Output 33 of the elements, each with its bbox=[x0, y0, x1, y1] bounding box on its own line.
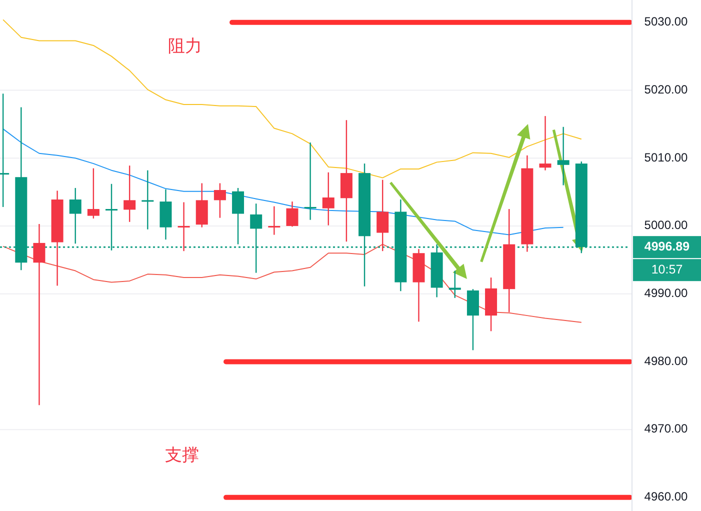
y-tick-label: 5030.00 bbox=[644, 14, 688, 29]
candlestick bbox=[322, 172, 334, 226]
candlestick bbox=[106, 183, 118, 252]
candlestick bbox=[178, 202, 190, 252]
candlestick bbox=[376, 179, 389, 252]
y-tick-label: 4990.00 bbox=[644, 286, 688, 300]
candlestick bbox=[69, 187, 82, 244]
candlestick bbox=[268, 206, 280, 236]
candlestick bbox=[142, 170, 154, 230]
candlestick bbox=[33, 223, 46, 406]
annotation: 支撑 bbox=[165, 445, 199, 464]
y-tick-label: 4970.00 bbox=[644, 422, 688, 436]
y-tick-label: 4980.00 bbox=[644, 354, 688, 368]
candlestick bbox=[539, 115, 552, 171]
candlestick bbox=[304, 142, 316, 220]
candlestick bbox=[124, 164, 136, 223]
line-series bbox=[2, 128, 564, 236]
y-tick-label: 5020.00 bbox=[644, 82, 688, 96]
y-tick-label: 5010.00 bbox=[644, 150, 688, 164]
y-tick-label: 4960.00 bbox=[644, 490, 688, 504]
line-series bbox=[2, 244, 582, 323]
ref-line-label: 4996.89 bbox=[644, 239, 690, 254]
candlestick bbox=[250, 202, 262, 274]
candlestick bbox=[214, 182, 226, 218]
candlestick bbox=[286, 200, 298, 228]
candlestick bbox=[87, 168, 100, 220]
candlestick bbox=[232, 187, 244, 245]
line-series bbox=[2, 19, 582, 178]
text: 10:57 bbox=[651, 262, 683, 276]
y-tick-label: 5000.00 bbox=[644, 218, 688, 232]
candlestick bbox=[557, 126, 570, 186]
candlestick bbox=[448, 270, 461, 299]
annotation: 阻力 bbox=[168, 36, 202, 56]
